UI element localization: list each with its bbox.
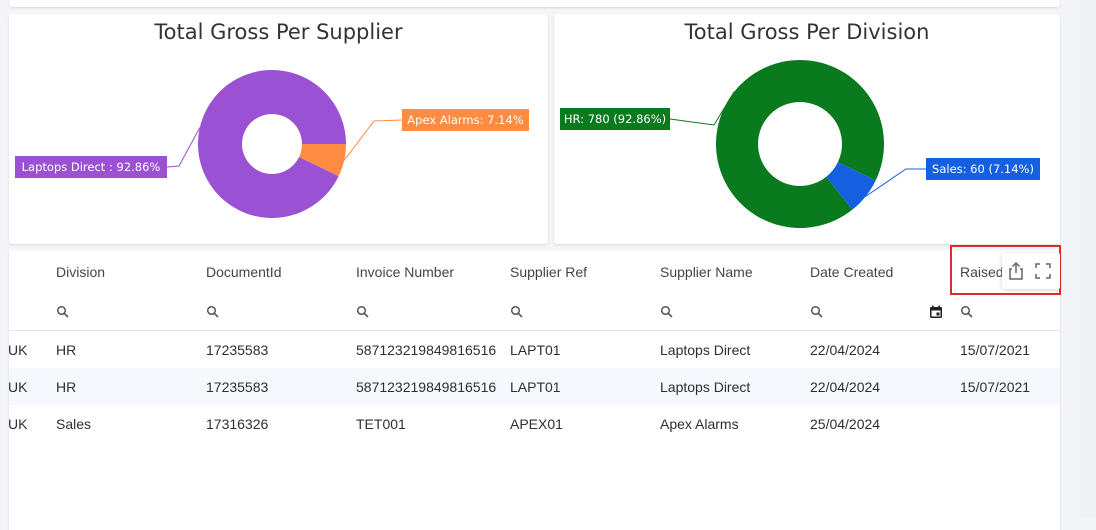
slice-label-box bbox=[15, 156, 167, 178]
share-export-icon[interactable] bbox=[1005, 260, 1027, 282]
page-scrollbar[interactable] bbox=[1080, 0, 1096, 517]
slice-label-box bbox=[926, 158, 1040, 180]
slice-label-box bbox=[560, 108, 670, 130]
supplier-chart-card: Total Gross Per Supplier Laptops Direct … bbox=[9, 14, 548, 244]
cell-country: UK bbox=[9, 342, 28, 358]
search-icon[interactable] bbox=[510, 305, 524, 319]
cell-documentid: 17235583 bbox=[206, 379, 269, 395]
cell-supplier-ref: LAPT01 bbox=[510, 379, 561, 395]
donut-slice-hr[interactable] bbox=[716, 59, 884, 228]
slice-label: Sales: 60 (7.14%) bbox=[932, 162, 1034, 176]
division-donut-chart: HR: 780 (92.86%) Sales: 60 (7.14%) bbox=[560, 59, 1040, 228]
label-connector bbox=[343, 119, 403, 161]
cell-supplier-ref: LAPT01 bbox=[510, 342, 561, 358]
table-toolbar bbox=[1002, 253, 1060, 289]
cell-supplier-name: Laptops Direct bbox=[660, 342, 751, 358]
donut-slice-laptops-direct[interactable] bbox=[198, 70, 346, 219]
label-connector bbox=[865, 168, 926, 197]
cell-division: HR bbox=[56, 379, 77, 395]
slice-label: HR: 780 (92.86%) bbox=[564, 112, 666, 126]
cell-supplier-name: Laptops Direct bbox=[660, 379, 751, 395]
search-icon[interactable] bbox=[356, 305, 370, 319]
calendar-icon[interactable] bbox=[928, 304, 944, 320]
fullscreen-icon[interactable] bbox=[1032, 260, 1054, 282]
division-chart-card: Total Gross Per Division HR: 780 (92.86%… bbox=[554, 14, 1060, 244]
column-header-supplier-name[interactable]: Supplier Name bbox=[660, 264, 753, 280]
filter-row bbox=[9, 305, 1060, 329]
cell-date-created: 22/04/2024 bbox=[810, 342, 881, 358]
label-connector bbox=[166, 127, 201, 168]
table-row[interactable]: UK HR 17235583 587123219849816516 LAPT01… bbox=[9, 368, 1060, 405]
cell-division: HR bbox=[56, 342, 77, 358]
cell-supplier-name: Apex Alarms bbox=[660, 416, 739, 432]
slice-label: Apex Alarms: 7.14% bbox=[407, 113, 523, 127]
cell-supplier-ref: APEX01 bbox=[510, 416, 563, 432]
search-icon[interactable] bbox=[960, 305, 974, 319]
cell-country: UK bbox=[9, 416, 28, 432]
cell-documentid: 17316326 bbox=[206, 416, 269, 432]
donut-slice-sales[interactable] bbox=[826, 162, 876, 210]
slice-label: Laptops Direct : 92.86% bbox=[22, 160, 161, 174]
cell-invoice-number: 587123219849816516 bbox=[356, 379, 497, 395]
invoice-table: Division DocumentId Invoice Number Suppl… bbox=[9, 250, 1060, 530]
label-connector bbox=[669, 91, 735, 126]
search-icon[interactable] bbox=[206, 305, 220, 319]
supplier-chart-title: Total Gross Per Supplier bbox=[154, 20, 403, 44]
top-card bbox=[9, 0, 1060, 7]
header-divider bbox=[9, 330, 1060, 331]
search-icon[interactable] bbox=[810, 305, 824, 319]
column-header-division[interactable]: Division bbox=[56, 264, 106, 280]
column-header-date-created[interactable]: Date Created bbox=[810, 264, 894, 280]
table-row[interactable]: UK Sales 17316326 TET001 APEX01 Apex Ala… bbox=[9, 405, 1060, 442]
cell-date-created: 25/04/2024 bbox=[810, 416, 881, 432]
division-chart-title: Total Gross Per Division bbox=[684, 20, 930, 44]
cell-raised: 15/07/2021 bbox=[960, 342, 1031, 358]
table-toolbar-highlight bbox=[950, 245, 1061, 295]
supplier-donut-chart: Laptops Direct : 92.86% Apex Alarms: 7.14… bbox=[15, 70, 529, 219]
column-header-raised[interactable]: Raised bbox=[960, 264, 1004, 280]
slice-label-box bbox=[402, 109, 529, 131]
cell-invoice-number: 587123219849816516 bbox=[356, 342, 497, 358]
search-icon[interactable] bbox=[660, 305, 674, 319]
donut-slice-apex-alarms[interactable] bbox=[299, 144, 346, 177]
cell-invoice-number: TET001 bbox=[356, 416, 406, 432]
column-header-supplier-ref[interactable]: Supplier Ref bbox=[510, 264, 588, 280]
table-row[interactable]: UK HR 17235583 587123219849816516 LAPT01… bbox=[9, 331, 1060, 368]
cell-division: Sales bbox=[56, 416, 92, 432]
column-header-invoice-number[interactable]: Invoice Number bbox=[356, 264, 455, 280]
cell-raised: 15/07/2021 bbox=[960, 379, 1031, 395]
cell-country: UK bbox=[9, 379, 28, 395]
cell-date-created: 22/04/2024 bbox=[810, 379, 881, 395]
column-header-documentid[interactable]: DocumentId bbox=[206, 264, 282, 280]
cell-documentid: 17235583 bbox=[206, 342, 269, 358]
search-icon[interactable] bbox=[56, 305, 70, 319]
